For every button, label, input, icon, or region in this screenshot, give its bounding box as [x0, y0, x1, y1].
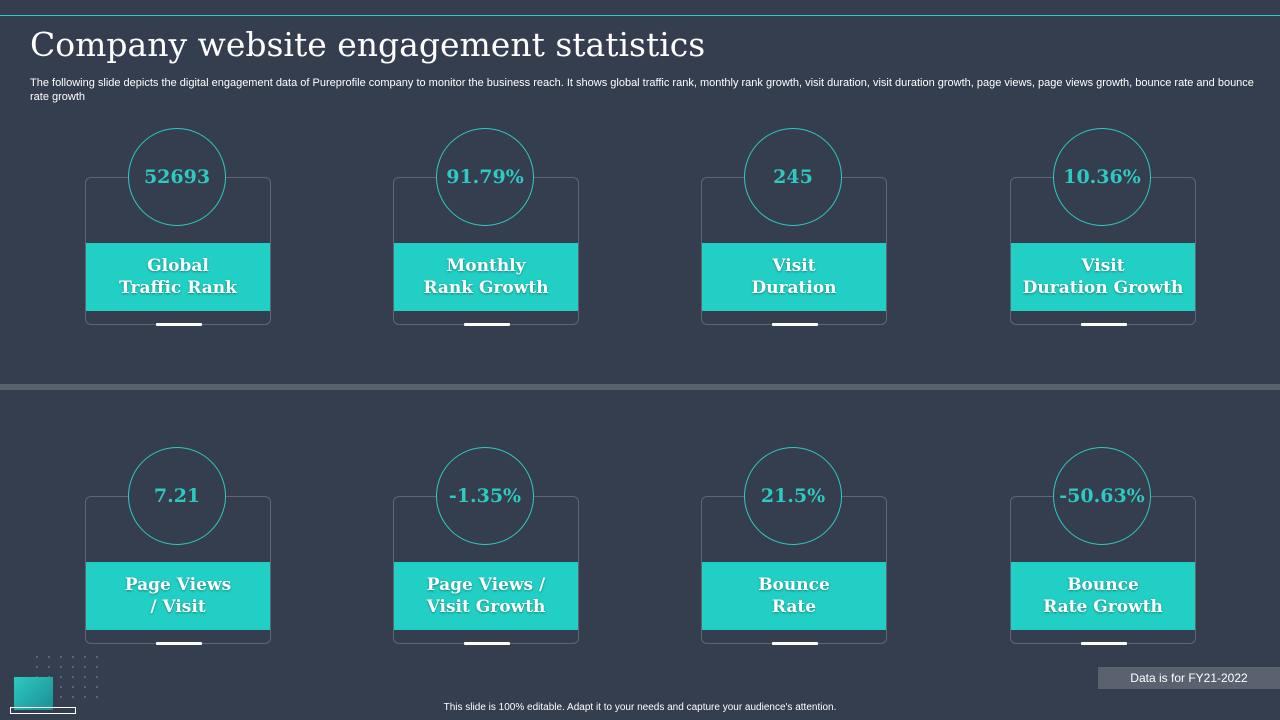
metric-underline [156, 642, 202, 645]
metric-value-circle: -50.63% [1053, 447, 1151, 545]
section-divider [0, 384, 1280, 390]
metric-value: 10.36% [1063, 166, 1141, 188]
metric-card: Page Views / Visit Growth [393, 496, 579, 645]
metric-label: Page Views / Visit Growth [426, 575, 546, 617]
teal-square-decoration [14, 677, 53, 710]
metric-label-band: Page Views / Visit [86, 562, 270, 630]
grid-dot [72, 656, 74, 658]
metric-value-circle: 52693 [128, 128, 226, 226]
metric-underline [772, 323, 818, 326]
page-subtitle: The following slide depicts the digital … [30, 77, 1254, 103]
grid-dot [96, 686, 98, 688]
metric-value: 21.5% [760, 485, 826, 507]
grid-dot [60, 666, 62, 668]
grid-dot [96, 656, 98, 658]
grid-dot [96, 676, 98, 678]
metric-underline [1081, 323, 1127, 326]
metric-label-band: Bounce Rate Growth [1011, 562, 1195, 630]
metric-label-band: Visit Duration [702, 243, 886, 311]
metric-card: Visit Duration [701, 177, 887, 326]
metric-underline [156, 323, 202, 326]
metric-value-circle: 7.21 [128, 447, 226, 545]
grid-dot [60, 656, 62, 658]
data-period-text: Data is for FY21-2022 [1130, 671, 1248, 685]
metric-value: 91.79% [446, 166, 524, 188]
grid-dot [60, 696, 62, 698]
grid-dot [48, 666, 50, 668]
metric-label: Bounce Rate Growth [1043, 575, 1163, 617]
metric-value: 52693 [143, 166, 211, 188]
grid-dot [60, 676, 62, 678]
metric-card: Visit Duration Growth [1010, 177, 1196, 326]
footer-note: This slide is 100% editable. Adapt it to… [443, 702, 837, 713]
metric-label: Global Traffic Rank [119, 256, 237, 298]
metric-value: -50.63% [1059, 485, 1145, 507]
grid-dot [72, 676, 74, 678]
metric-value: 245 [773, 166, 813, 188]
metric-underline [1081, 642, 1127, 645]
metric-label-band: Page Views / Visit Growth [394, 562, 578, 630]
grid-dot [72, 686, 74, 688]
metric-label: Bounce Rate [758, 575, 830, 617]
metric-value-circle: 21.5% [744, 447, 842, 545]
metric-value: 7.21 [153, 485, 201, 507]
metric-value-circle: 10.36% [1053, 128, 1151, 226]
grid-dot [36, 666, 38, 668]
grid-dot [84, 676, 86, 678]
grid-dot [84, 656, 86, 658]
grid-dot [72, 696, 74, 698]
page-title: Company website engagement statistics [30, 25, 706, 64]
metric-value-circle: 91.79% [436, 128, 534, 226]
metric-value: -1.35% [448, 485, 522, 507]
grid-dot [84, 666, 86, 668]
metric-card: Global Traffic Rank [85, 177, 271, 326]
top-accent-rule [0, 15, 1280, 16]
grid-dot [84, 696, 86, 698]
metric-card: Monthly Rank Growth [393, 177, 579, 326]
metric-label-band: Visit Duration Growth [1011, 243, 1195, 311]
metric-label: Visit Duration [751, 256, 837, 298]
metric-label: Visit Duration Growth [1022, 256, 1184, 298]
metric-value-circle: 245 [744, 128, 842, 226]
metric-underline [464, 323, 510, 326]
metric-underline [464, 642, 510, 645]
outline-bar-decoration [10, 707, 76, 714]
grid-dot [96, 666, 98, 668]
metric-label-band: Monthly Rank Growth [394, 243, 578, 311]
metric-card: Page Views / Visit [85, 496, 271, 645]
grid-dot [36, 656, 38, 658]
grid-dot [96, 696, 98, 698]
metric-label-band: Bounce Rate [702, 562, 886, 630]
grid-dot [60, 686, 62, 688]
metric-label: Page Views / Visit [124, 575, 232, 617]
grid-dot [84, 686, 86, 688]
grid-dot [72, 666, 74, 668]
grid-dot [48, 656, 50, 658]
data-period-badge: Data is for FY21-2022 [1098, 667, 1280, 689]
metric-label-band: Global Traffic Rank [86, 243, 270, 311]
metric-underline [772, 642, 818, 645]
metric-value-circle: -1.35% [436, 447, 534, 545]
metric-label: Monthly Rank Growth [423, 256, 549, 298]
